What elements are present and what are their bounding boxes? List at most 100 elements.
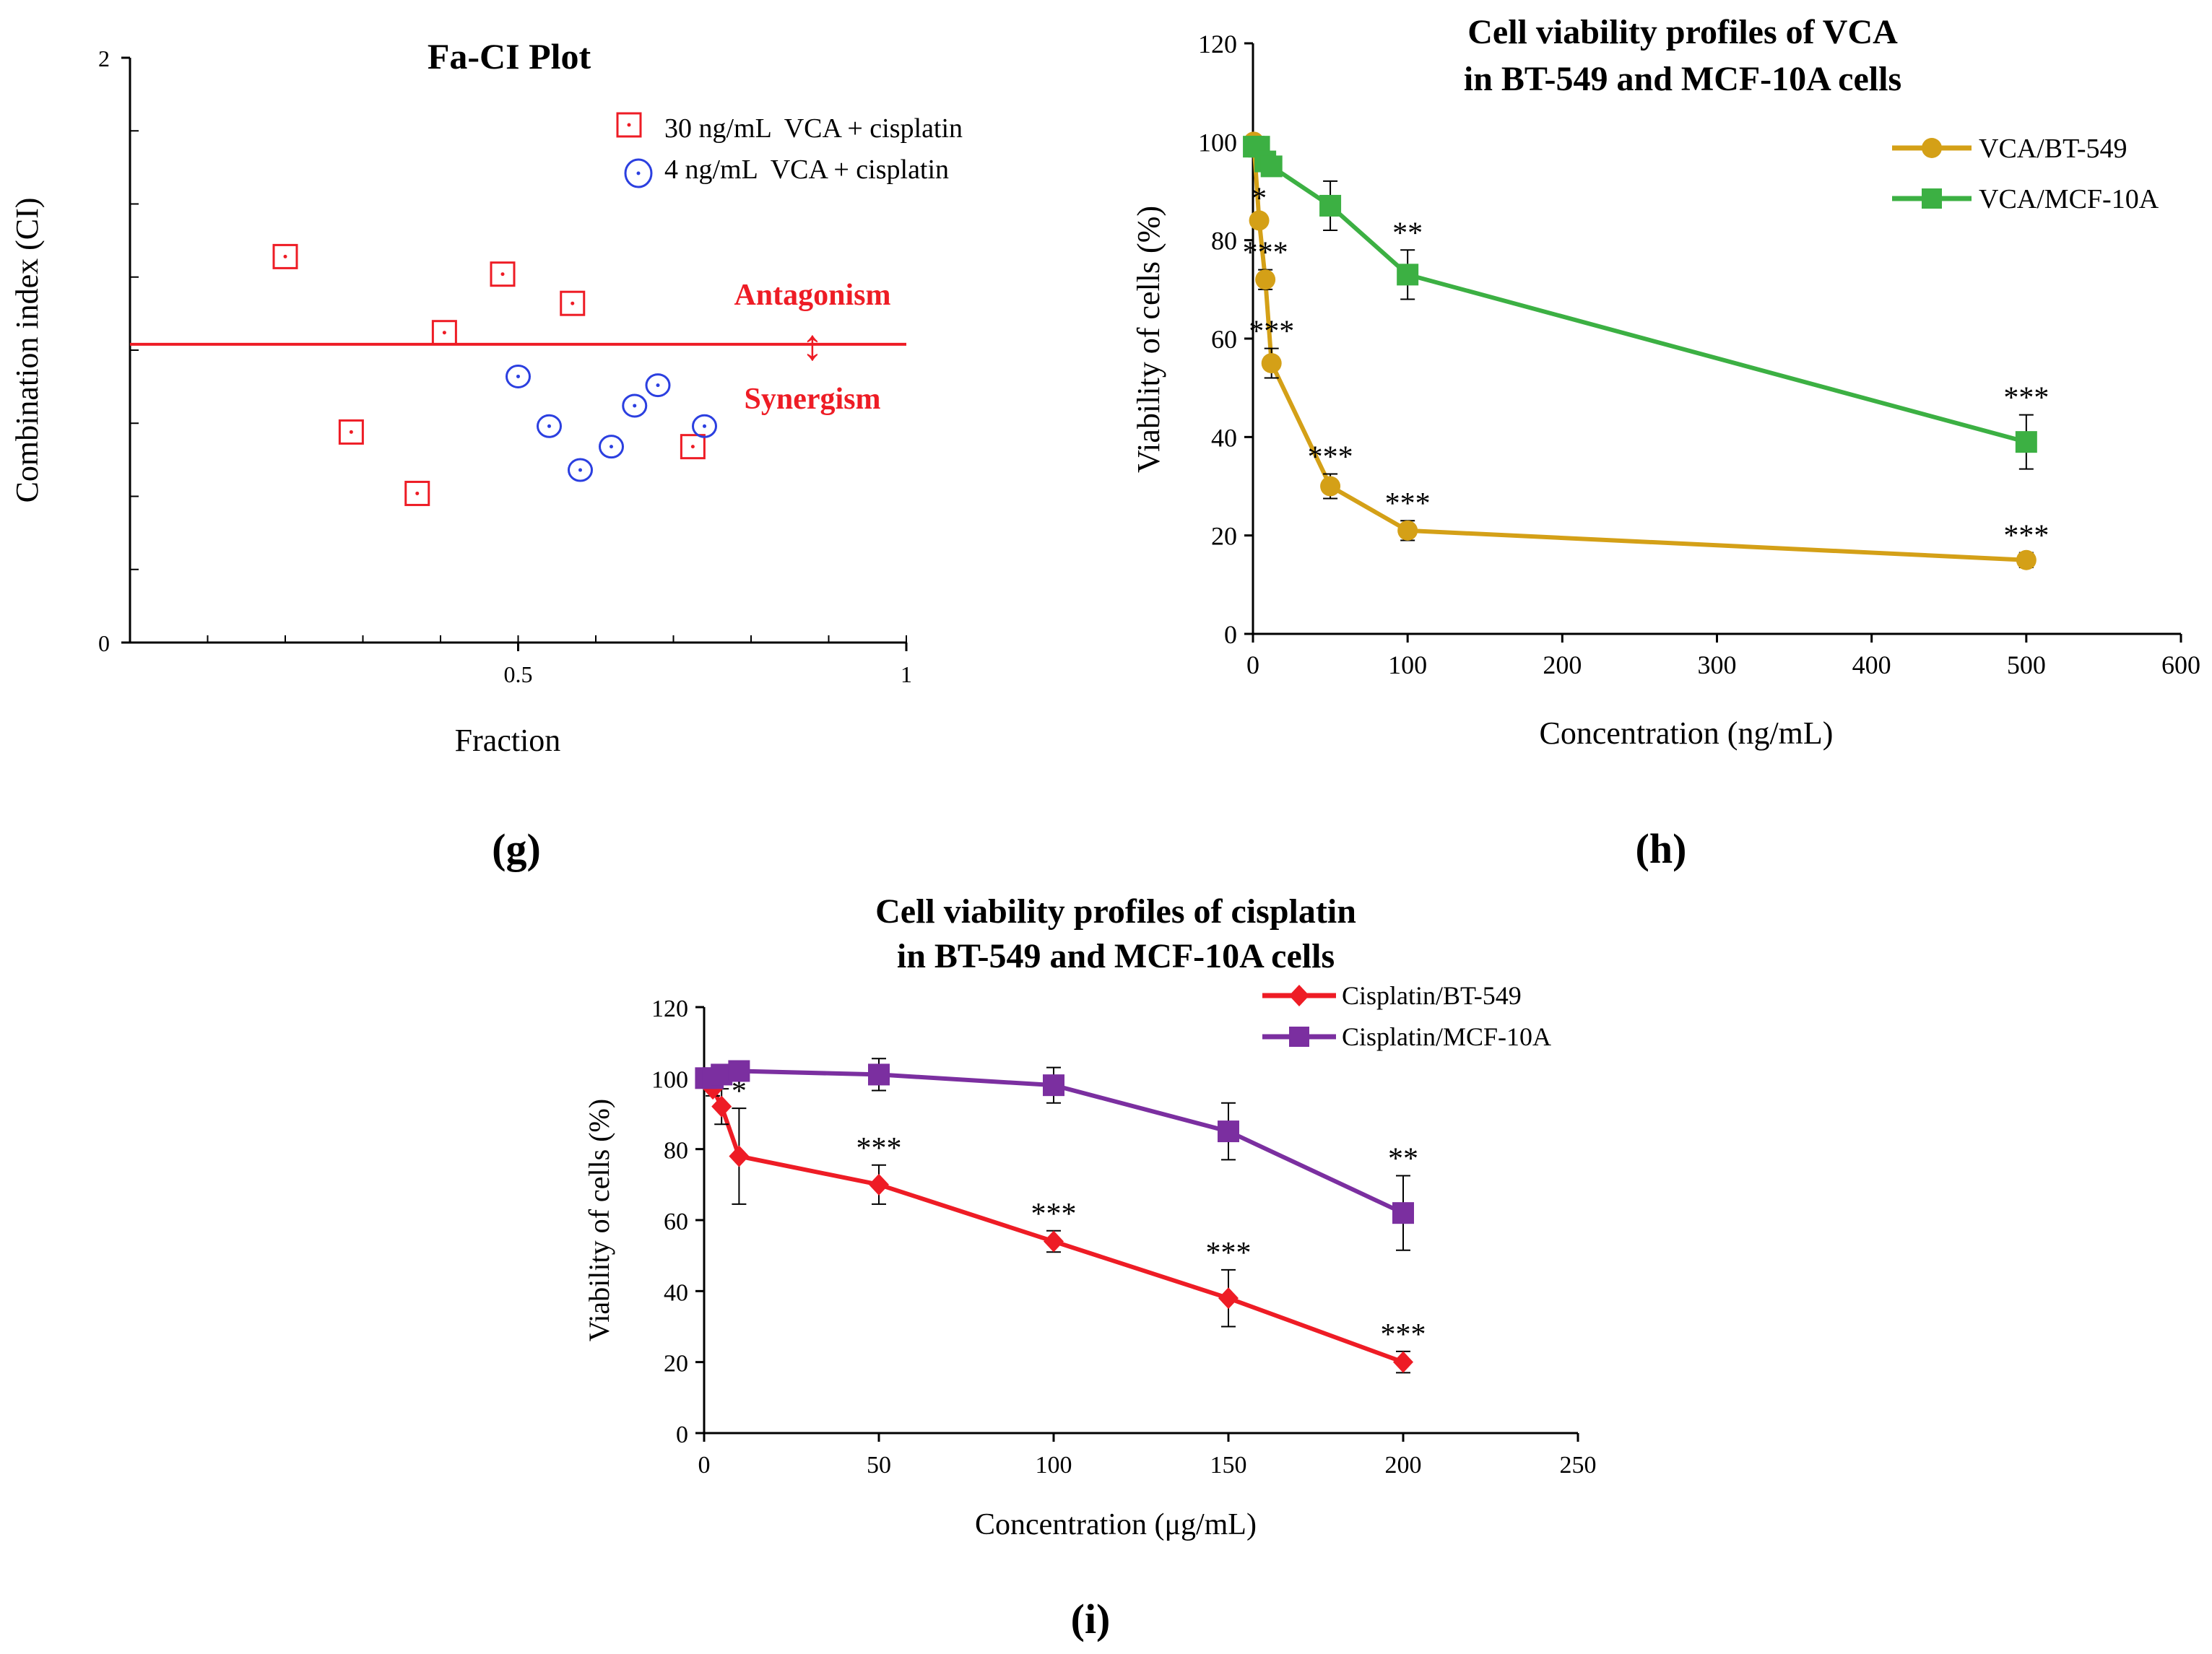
data-point-square [1043, 1074, 1064, 1097]
data-point-center-dot [633, 404, 637, 408]
y-tick-label: 40 [664, 1279, 688, 1306]
data-point-circle [692, 414, 717, 438]
legend-marker-square [616, 112, 642, 138]
y-tick-label: 80 [664, 1138, 688, 1165]
x-tick-label: 150 [1210, 1452, 1247, 1479]
panel-label-i: (i) [1071, 1596, 1111, 1642]
x-tick-label: 250 [1560, 1452, 1597, 1479]
legend: 30 ng/mL VCA + cisplatin 4 ng/mL VCA + c… [616, 112, 963, 188]
x-tick-label: 0.5 [504, 661, 533, 687]
data-point-center-dot [500, 272, 505, 277]
data-point-square [1218, 1120, 1239, 1143]
y-tick-label: 0 [676, 1422, 688, 1448]
y-ticks: 02 [98, 45, 139, 656]
data-point-center-dot [516, 374, 520, 378]
panel-label-h: (h) [1636, 825, 1687, 872]
y-tick-label: 40 [1211, 423, 1237, 452]
data-point-center-dot [656, 383, 660, 388]
data-point-center-dot [442, 331, 446, 335]
data-point-square [431, 320, 457, 346]
significance-label: *** [2003, 520, 2049, 553]
legend-marker-bt549 [1922, 138, 1942, 158]
panel-h-vca-viability: Cell viability profiles of VCA in BT-549… [1131, 13, 2200, 872]
significance-label: * [1252, 183, 1267, 216]
scatter-points [272, 243, 717, 506]
y-tick-label: 120 [651, 996, 688, 1022]
y-tick-label: 100 [1198, 128, 1237, 157]
data-point-square [560, 290, 586, 316]
data-point-circle [1397, 520, 1418, 541]
data-point-square [272, 243, 298, 269]
data-point-square [338, 419, 364, 445]
legend-label-mcf10a: VCA/MCF-10A [1979, 184, 2159, 214]
y-tick-label: 0 [1224, 620, 1237, 649]
legend-marker-cis-bt549 [1289, 985, 1309, 1006]
data-point-diamond [729, 1145, 750, 1167]
data-point-square [1392, 1202, 1414, 1224]
significance-label: *** [2003, 382, 2049, 415]
x-tick-label: 0 [1246, 650, 1259, 679]
x-ticks: 0 100 200 300 400 500 600 [1246, 634, 2200, 679]
data-point-square [728, 1060, 750, 1082]
data-point-diamond [1393, 1351, 1413, 1373]
x-ticks: 0.5 1 [207, 635, 912, 687]
data-point-center-dot [571, 301, 575, 305]
panel-label-g: (g) [492, 825, 541, 872]
data-point-center-dot [690, 445, 695, 449]
chart-title: Fa-CI Plot [428, 36, 591, 77]
legend-label-cis-bt549: Cisplatin/BT-549 [1342, 981, 1522, 1010]
annotation-arrow: ↕ [802, 321, 823, 369]
y-tick-label: 0 [98, 630, 110, 656]
x-tick-label: 200 [1385, 1452, 1422, 1479]
significance-label: *** [1381, 1318, 1426, 1352]
legend-label-4ng: 4 ng/mL VCA + cisplatin [664, 154, 949, 185]
data-point-center-dot [547, 424, 551, 428]
data-point-square [868, 1063, 890, 1086]
x-tick-label: 100 [1388, 650, 1427, 679]
significance-label: ** [1388, 1143, 1418, 1176]
x-tick-label: 50 [867, 1452, 891, 1479]
y-ticks: 0 20 40 60 80 100 120 [1198, 30, 1253, 649]
significance-label: *** [1385, 487, 1431, 521]
chart-title: Cell viability profiles of cisplatin [875, 892, 1356, 931]
data-point-circle [537, 414, 562, 438]
legend-marker-dot [636, 171, 641, 175]
data-point-square [404, 480, 430, 506]
data-point-circle [1249, 210, 1270, 231]
data-point-square [2015, 431, 2037, 453]
data-point-square [1397, 264, 1419, 286]
x-tick-label: 100 [1036, 1452, 1072, 1479]
data-point-diamond [711, 1095, 732, 1118]
x-axis-label: Concentration (ng/mL) [1540, 715, 1834, 751]
annotation-antagonism: Antagonism [734, 279, 890, 312]
x-axis-label: Concentration (μg/mL) [975, 1508, 1257, 1541]
legend-label-cis-mcf10a: Cisplatin/MCF-10A [1342, 1022, 1551, 1051]
data-point-circle [1255, 269, 1276, 290]
legend-label-bt549: VCA/BT-549 [1979, 134, 2128, 164]
data-point-center-dot [415, 491, 420, 495]
y-tick-label: 80 [1211, 227, 1237, 256]
y-tick-label: 2 [98, 45, 110, 71]
data-point-diamond [1218, 1287, 1239, 1310]
data-point-circle [568, 458, 593, 482]
legend: VCA/BT-549 VCA/MCF-10A [1892, 134, 2159, 214]
chart-subtitle: in BT-549 and MCF-10A cells [1464, 60, 1901, 98]
legend-marker-circle [624, 158, 653, 188]
legend-marker-mcf10a [1922, 188, 1942, 209]
legend-label-30ng: 30 ng/mL VCA + cisplatin [664, 113, 963, 144]
data-point-square [1319, 194, 1342, 217]
chart-subtitle: in BT-549 and MCF-10A cells [897, 937, 1335, 975]
y-axis-label: Viability of cells (%) [583, 1099, 615, 1341]
y-axis-label: Viability of cells (%) [1131, 206, 1166, 473]
data-point-circle [599, 435, 624, 459]
significance-label: *** [1308, 440, 1353, 474]
x-tick-label: 600 [2161, 650, 2200, 679]
x-tick-label: 400 [1852, 650, 1891, 679]
x-tick-label: 1 [901, 661, 912, 687]
data-point-circle [1320, 476, 1341, 497]
x-tick-label: 200 [1543, 650, 1582, 679]
significance-label: *** [1031, 1198, 1077, 1231]
data-point-center-dot [610, 445, 613, 449]
data-point-circle [622, 393, 648, 418]
